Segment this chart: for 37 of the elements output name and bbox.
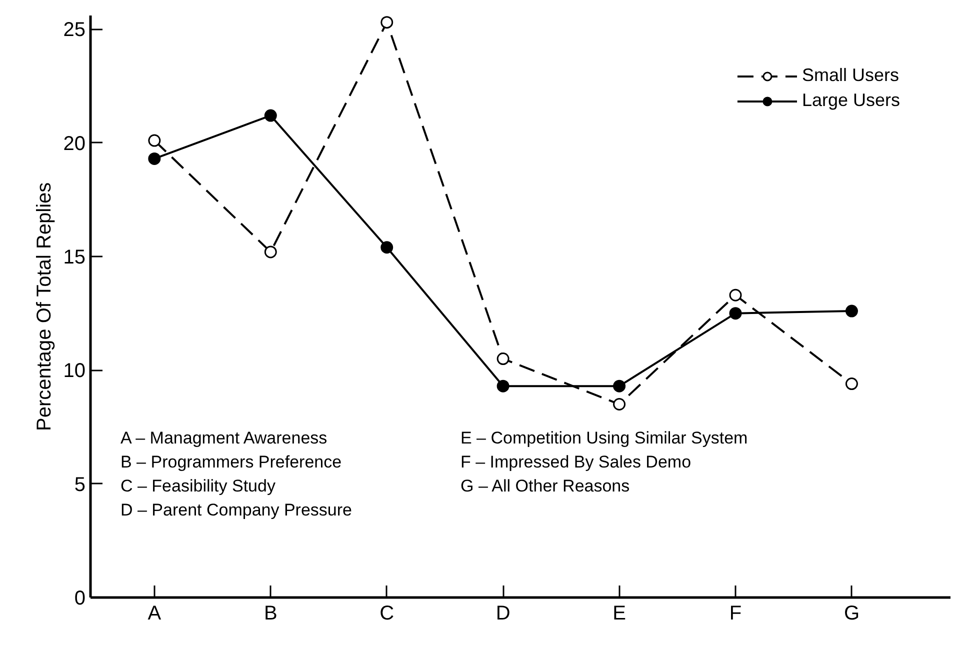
x-tick-label: D <box>496 602 510 624</box>
annotation: D – Parent Company Pressure <box>120 500 352 520</box>
point <box>845 304 858 318</box>
annotation: F – Impressed By Sales Demo <box>460 452 692 472</box>
y-tick-label: 5 <box>74 474 86 496</box>
point <box>496 352 510 366</box>
annotation: B – Programmers Preference <box>120 452 342 472</box>
x-tick-label: E <box>612 602 626 624</box>
annotation: A – Managment Awareness <box>120 428 328 448</box>
point <box>496 380 510 392</box>
point <box>264 109 277 122</box>
point <box>264 246 277 258</box>
point <box>380 16 394 29</box>
point <box>845 378 858 390</box>
x-tick-label: B <box>264 602 278 624</box>
annotation: E – Competition Using Similar System <box>460 428 748 448</box>
y-tick-label: 15 <box>63 246 86 268</box>
x-tick-label: G <box>844 602 860 624</box>
y-axis-title: Percentage Of Total Replies <box>33 182 56 432</box>
x-tick-label: F <box>729 602 742 624</box>
y-tick-label: 25 <box>63 19 86 42</box>
point <box>729 307 742 320</box>
point <box>380 241 394 254</box>
x-tick-label: A <box>148 602 162 624</box>
legend-label: Small Users <box>802 65 899 86</box>
legend-label: Large Users <box>802 90 900 111</box>
point <box>613 398 626 410</box>
y-tick-label: 20 <box>63 132 86 155</box>
y-tick-label: 0 <box>74 588 86 610</box>
annotation: C – Feasibility Study <box>120 476 276 496</box>
annotation: G – All Other Reasons <box>460 476 630 496</box>
point <box>148 152 161 165</box>
point <box>148 134 161 147</box>
x-tick-label: C <box>380 602 394 624</box>
y-tick-label: 10 <box>63 360 86 382</box>
point <box>729 288 742 302</box>
point <box>613 380 626 392</box>
